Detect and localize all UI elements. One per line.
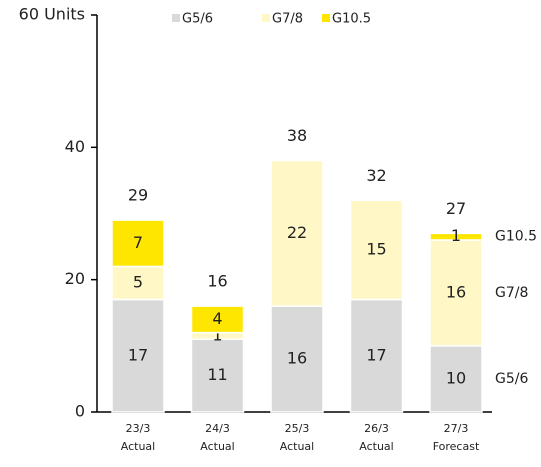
y-tick-label: 40: [65, 137, 85, 156]
value-label: 4: [212, 309, 222, 328]
total-label: 38: [287, 126, 307, 145]
series-label: G7/8: [495, 285, 528, 301]
value-label: 11: [207, 365, 227, 384]
x-tick-label: 26/3: [364, 422, 389, 435]
bar-segment: [429, 345, 483, 413]
value-label: 22: [287, 223, 307, 242]
value-label: 16: [287, 349, 307, 368]
series-label: G10.5: [495, 229, 537, 245]
x-tick-label: Actual: [121, 440, 155, 453]
value-label: 1: [212, 325, 222, 344]
value-label: 7: [133, 233, 143, 252]
value-label: 16: [446, 282, 466, 301]
y-tick-label: 20: [65, 269, 85, 288]
bar-segment: [111, 298, 165, 413]
total-label: 27: [446, 199, 466, 218]
value-label: 17: [366, 345, 386, 364]
value-label: 5: [133, 272, 143, 291]
y-tick-label: 0: [75, 402, 85, 421]
x-tick-label: 24/3: [205, 422, 230, 435]
legend-label: G10.5: [332, 12, 371, 27]
series-label: G5/6: [495, 371, 528, 387]
x-tick-label: Actual: [200, 440, 234, 453]
total-label: 29: [128, 186, 148, 205]
bar-segment: [349, 298, 404, 413]
x-tick-label: Actual: [359, 440, 393, 453]
x-tick-label: Actual: [280, 440, 314, 453]
bar-segment: [429, 239, 483, 347]
value-label: 10: [446, 368, 466, 387]
bar-segment: [190, 305, 245, 334]
legend-swatch: [322, 14, 330, 22]
x-tick-label: 27/3: [444, 422, 469, 435]
bar-segment: [429, 232, 483, 241]
y-tick-label: 60 Units: [19, 5, 85, 24]
x-tick-label: 23/3: [126, 422, 151, 435]
value-label: 1: [451, 226, 461, 245]
bar-segment: [349, 199, 404, 301]
legend-swatch: [262, 14, 270, 22]
x-tick-label: 25/3: [285, 422, 310, 435]
value-label: 15: [366, 239, 386, 258]
value-label: 17: [128, 345, 148, 364]
total-label: 32: [366, 166, 386, 185]
x-tick-label: Forecast: [433, 440, 480, 453]
bar-segment: [111, 265, 165, 301]
total-label: 16: [207, 272, 227, 291]
legend-label: G5/6: [182, 12, 213, 27]
bar-segment: [111, 219, 165, 268]
legend-swatch: [172, 14, 180, 22]
legend-label: G7/8: [272, 12, 303, 27]
bar-segment: [270, 159, 324, 307]
